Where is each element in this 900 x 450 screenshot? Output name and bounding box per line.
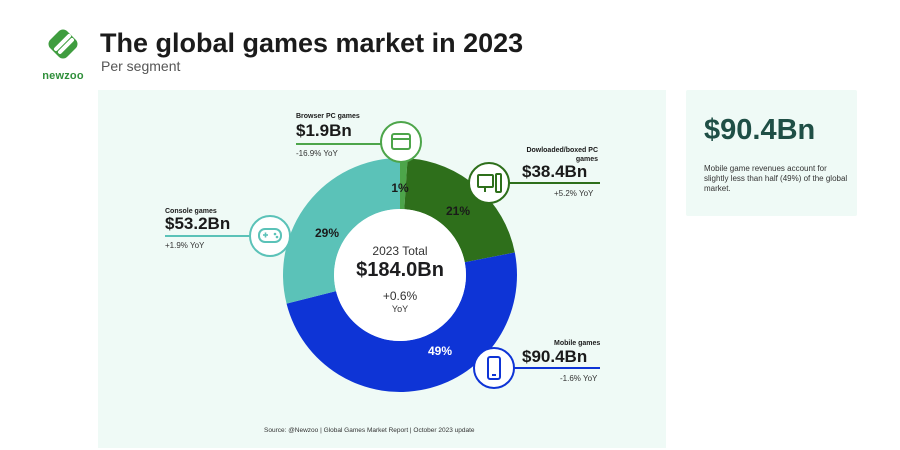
browser-share-label: 1% bbox=[391, 181, 409, 195]
console-segment-name: Console games bbox=[165, 208, 217, 215]
gamepad-icon-button-b bbox=[275, 235, 279, 239]
desktop-pc-icon bbox=[477, 174, 494, 188]
downloaded-icon-circle bbox=[468, 162, 510, 204]
page-title: The global games market in 2023 bbox=[100, 28, 524, 58]
mobile-segment-yoy: -1.6% YoY bbox=[560, 374, 598, 383]
donut-hole bbox=[334, 209, 466, 341]
page-subtitle: Per segment bbox=[101, 58, 181, 74]
downloaded-segment-yoy: +5.2% YoY bbox=[554, 189, 594, 198]
console-segment-yoy: +1.9% YoY bbox=[165, 241, 205, 250]
total-value: $184.0Bn bbox=[356, 259, 444, 281]
downloaded-share-label: 21% bbox=[446, 204, 470, 218]
callout-text: Mobile game revenues account for slightl… bbox=[704, 164, 848, 193]
callout-value: $90.4Bn bbox=[704, 114, 816, 146]
mobile-icon-circle bbox=[473, 347, 515, 389]
console-share-label: 29% bbox=[315, 226, 339, 240]
gamepad-icon-button-a bbox=[273, 232, 277, 236]
downloaded-segment-name: Dowloaded/boxed PC games bbox=[526, 147, 598, 163]
downloaded-slice bbox=[404, 158, 515, 263]
browser-segment-value: $1.9Bn bbox=[296, 121, 352, 140]
mobile-slice bbox=[286, 252, 517, 393]
mobile-callout-panel: $90.4Bn Mobile game revenues account for… bbox=[686, 90, 857, 216]
browser-segment-yoy: -16.9% YoY bbox=[296, 149, 338, 158]
browser-segment-name: Browser PC games bbox=[296, 113, 360, 120]
total-yoy: +0.6% bbox=[382, 289, 418, 303]
newzoo-logo-icon bbox=[48, 29, 78, 59]
browser-window-icon bbox=[391, 133, 411, 150]
total-caption: 2023 Total bbox=[372, 244, 428, 258]
downloaded-segment-value: $38.4Bn bbox=[522, 162, 588, 181]
mobile-segment-value: $90.4Bn bbox=[522, 347, 588, 366]
desktop-pc-icon-tower bbox=[495, 173, 502, 193]
newzoo-logo: newzoo bbox=[38, 24, 88, 82]
source-note: Source: @Newzoo | Global Games Market Re… bbox=[264, 427, 475, 434]
smartphone-icon bbox=[487, 356, 501, 380]
console-segment-value: $53.2Bn bbox=[165, 214, 231, 233]
logo-text: newzoo bbox=[42, 70, 84, 82]
console-slice bbox=[283, 158, 400, 304]
console-icon-circle bbox=[249, 215, 291, 257]
mobile-share-label: 49% bbox=[428, 344, 452, 358]
mobile-segment-name: Mobile games bbox=[554, 340, 601, 347]
total-yoy-label: YoY bbox=[391, 304, 409, 314]
browser-icon-circle bbox=[380, 121, 422, 163]
gamepad-icon bbox=[258, 228, 282, 243]
